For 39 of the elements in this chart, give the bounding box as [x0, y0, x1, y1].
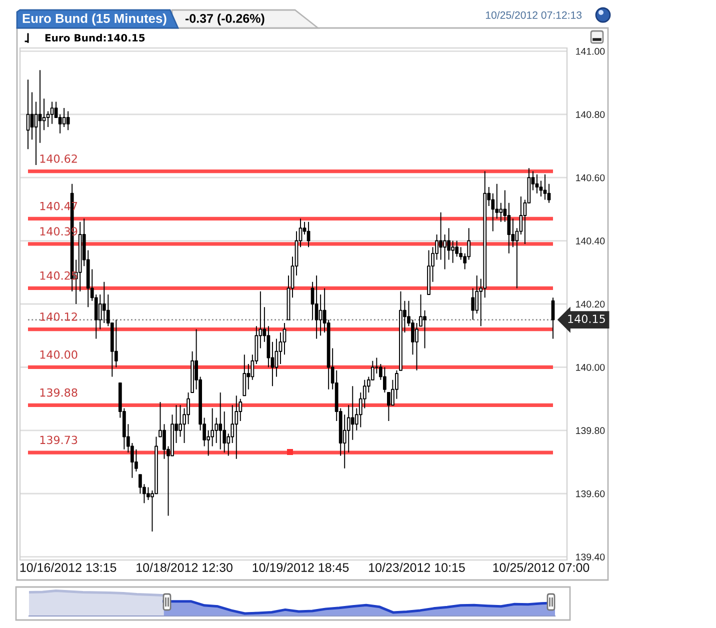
- x-tick-label: 10/18/2012 12:30: [136, 562, 232, 572]
- y-tick-label: 140.00: [576, 364, 605, 371]
- candlestick: [50, 101, 54, 124]
- ref-line-label: 140.15: [568, 314, 605, 324]
- candlestick: [427, 250, 430, 296]
- candlestick: [535, 174, 539, 194]
- candlestick: [242, 354, 246, 396]
- y-tick-label: 139.80: [576, 427, 605, 434]
- legend-label: Euro Bund:140.15: [45, 34, 145, 42]
- candlestick: [399, 290, 402, 371]
- candlestick: [314, 275, 318, 340]
- ref-line-label: 140.12: [40, 312, 77, 321]
- ref-line-label: 139.73: [40, 436, 78, 444]
- candlestick: [218, 392, 222, 450]
- candlestick: [382, 366, 386, 393]
- chart-title: Euro Bund (15 Minutes): [22, 13, 166, 26]
- chart-subtitle: -0.37 (-0.26%): [185, 14, 264, 26]
- y-tick-label: 140.60: [576, 174, 605, 182]
- candlestick: [26, 79, 30, 150]
- ref-line-label: 140.62: [40, 154, 77, 163]
- candlestick: [415, 322, 418, 371]
- candlestick: [306, 221, 310, 248]
- x-tick-label: 10/19/2012 18:45: [252, 562, 349, 572]
- candlestick: [66, 110, 70, 131]
- candlestick: [234, 395, 238, 460]
- x-tick-label: 10/16/2012 13:15: [20, 562, 116, 572]
- y-tick-label: 139.60: [576, 490, 605, 498]
- y-tick-label: 140.20: [576, 300, 605, 308]
- y-tick-label: 140.40: [576, 238, 605, 244]
- x-tick-label: 10/23/2012 10:15: [369, 562, 465, 572]
- candlestick: [543, 174, 547, 200]
- x-tick-label: 10/25/2012 07:00: [493, 562, 590, 572]
- y-tick-label: 139.40: [576, 554, 605, 560]
- ref-line-label: 140.00: [40, 350, 78, 359]
- ref-line-label: 139.88: [40, 388, 78, 397]
- candlestick: [551, 297, 555, 340]
- text: 10/25/2012 07:12:13: [486, 11, 582, 19]
- y-tick-label: 140.80: [576, 111, 605, 118]
- y-tick-label: 141.00: [576, 48, 605, 55]
